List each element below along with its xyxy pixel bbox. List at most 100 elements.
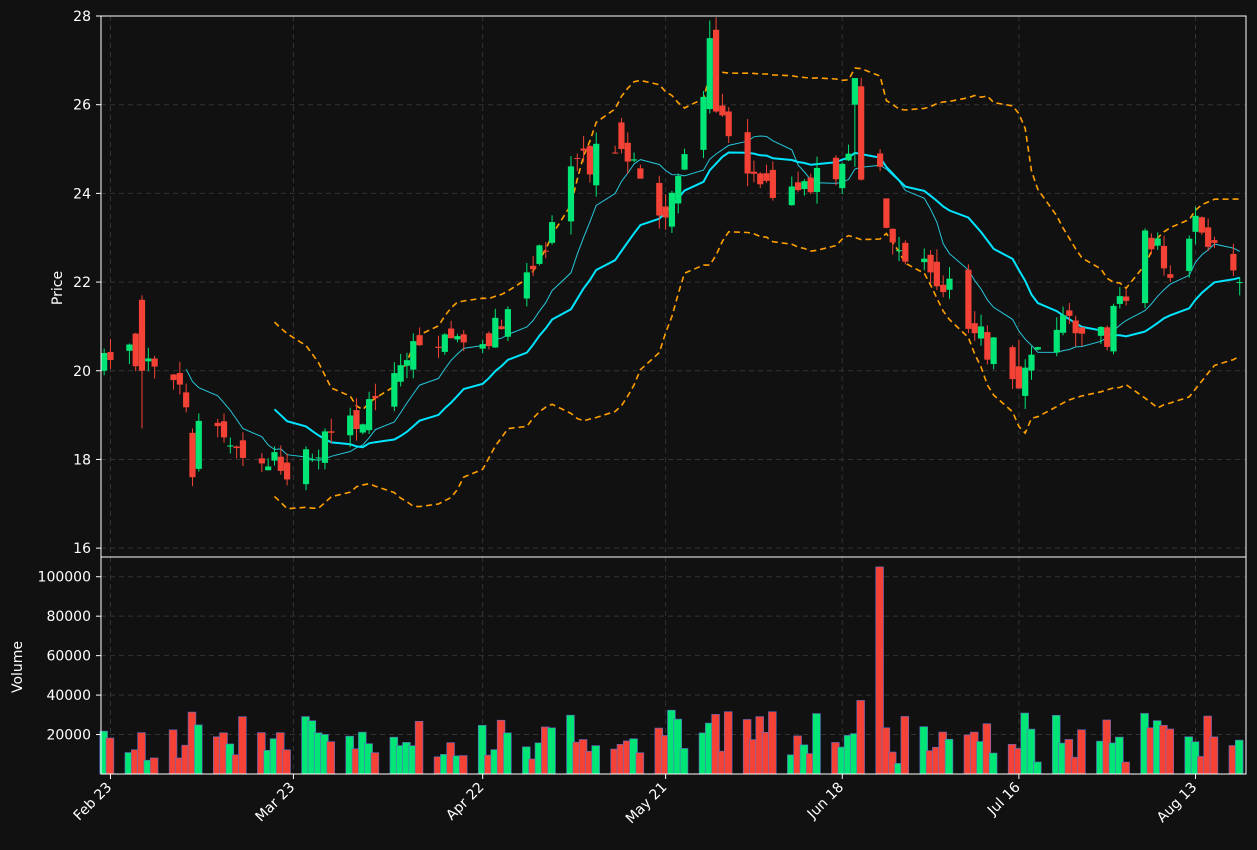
candle-body bbox=[441, 334, 448, 352]
candle-body bbox=[176, 373, 183, 385]
volume-bar bbox=[856, 700, 865, 775]
volume-bar bbox=[768, 711, 777, 775]
candle-body bbox=[214, 422, 221, 427]
volume-tick-label: 100000 bbox=[38, 570, 91, 586]
candle-body bbox=[536, 245, 543, 264]
candle-body bbox=[1015, 366, 1022, 389]
candle-body bbox=[151, 358, 158, 367]
candle-body bbox=[965, 269, 972, 329]
volume-bar bbox=[635, 752, 645, 775]
volume-bar bbox=[459, 755, 468, 775]
candle-body bbox=[479, 344, 486, 349]
candlesticks bbox=[101, 17, 1243, 491]
candle-body bbox=[858, 86, 865, 180]
price-axis-label: Price bbox=[50, 271, 66, 305]
price-tick-label: 22 bbox=[73, 275, 91, 291]
candle-body bbox=[391, 373, 398, 407]
candle-body bbox=[1123, 296, 1130, 301]
candle-body bbox=[227, 445, 234, 447]
candle-body bbox=[624, 142, 631, 162]
volume-bar bbox=[812, 713, 821, 775]
price-tick-label: 26 bbox=[73, 98, 91, 114]
candle-body bbox=[1160, 245, 1168, 269]
candle-body bbox=[795, 182, 802, 191]
candle-body bbox=[769, 169, 776, 198]
candle-body bbox=[1022, 367, 1029, 396]
price-tick-label: 18 bbox=[73, 452, 91, 468]
candle-body bbox=[889, 228, 896, 243]
candle-body bbox=[448, 328, 455, 339]
volume-bar bbox=[988, 752, 998, 775]
candle-body bbox=[990, 337, 997, 365]
candle-body bbox=[574, 157, 581, 159]
candle-body bbox=[668, 192, 676, 227]
candle-body bbox=[675, 176, 682, 204]
volume-bar bbox=[1033, 761, 1042, 775]
candle-body bbox=[397, 365, 404, 382]
candle-body bbox=[1141, 230, 1149, 304]
candle-body bbox=[1097, 326, 1104, 336]
candle-body bbox=[504, 309, 511, 337]
candle-body bbox=[750, 171, 758, 174]
volume-bar bbox=[900, 716, 910, 775]
candle-body bbox=[1167, 274, 1174, 278]
candle-body bbox=[416, 335, 423, 346]
candle-body bbox=[801, 181, 808, 190]
candle-body bbox=[435, 346, 442, 349]
candle-body bbox=[485, 333, 493, 347]
candle-body bbox=[258, 458, 265, 464]
candle-body bbox=[460, 334, 467, 343]
volume-bar bbox=[944, 738, 954, 775]
volume-bar bbox=[194, 724, 203, 775]
candle-body bbox=[101, 353, 108, 371]
candle-body bbox=[895, 250, 903, 252]
candle-body bbox=[1116, 296, 1123, 304]
candle-body bbox=[593, 143, 600, 186]
volume-bar bbox=[282, 749, 291, 775]
candle-body bbox=[492, 317, 499, 348]
candle-body bbox=[1198, 217, 1205, 233]
candle-body bbox=[1028, 354, 1035, 371]
volume-bar bbox=[503, 732, 512, 775]
candle-body bbox=[347, 415, 354, 436]
candle-body bbox=[353, 410, 360, 430]
volume-bars bbox=[99, 566, 1244, 775]
fast-moving-average-line bbox=[185, 135, 1240, 461]
volume-bar bbox=[1209, 736, 1219, 775]
candle-body bbox=[107, 352, 114, 360]
candle-body bbox=[877, 153, 884, 167]
candle-body bbox=[586, 146, 594, 175]
volume-bar bbox=[723, 711, 733, 775]
candle-body bbox=[189, 432, 196, 478]
candle-body bbox=[637, 168, 644, 179]
candle-body bbox=[763, 173, 770, 181]
candle-body bbox=[1009, 347, 1016, 380]
candle-body bbox=[883, 198, 890, 228]
candle-body bbox=[940, 284, 947, 293]
candle-body bbox=[757, 173, 764, 185]
volume-tick-label: 20000 bbox=[46, 728, 91, 744]
candle-body bbox=[946, 278, 953, 290]
lower-band-line bbox=[273, 230, 1241, 510]
candle-body bbox=[851, 78, 858, 105]
candle-body bbox=[971, 323, 978, 334]
candle-body bbox=[183, 392, 190, 408]
candle-body bbox=[630, 159, 638, 161]
candle-body bbox=[706, 38, 713, 110]
candle-body bbox=[788, 186, 795, 206]
candle-body bbox=[580, 148, 587, 151]
candle-body bbox=[284, 462, 291, 480]
candle-body bbox=[1148, 237, 1155, 250]
candle-body bbox=[1053, 329, 1060, 353]
candle-body bbox=[845, 153, 852, 161]
candle-body bbox=[725, 111, 732, 137]
candle-body bbox=[1186, 238, 1193, 271]
candle-body bbox=[410, 341, 417, 370]
candle-body bbox=[1072, 320, 1079, 334]
candle-body bbox=[813, 167, 821, 193]
candle-body bbox=[1154, 238, 1161, 246]
candle-body bbox=[700, 96, 707, 150]
candle-body bbox=[618, 122, 625, 150]
candle-body bbox=[359, 424, 366, 433]
